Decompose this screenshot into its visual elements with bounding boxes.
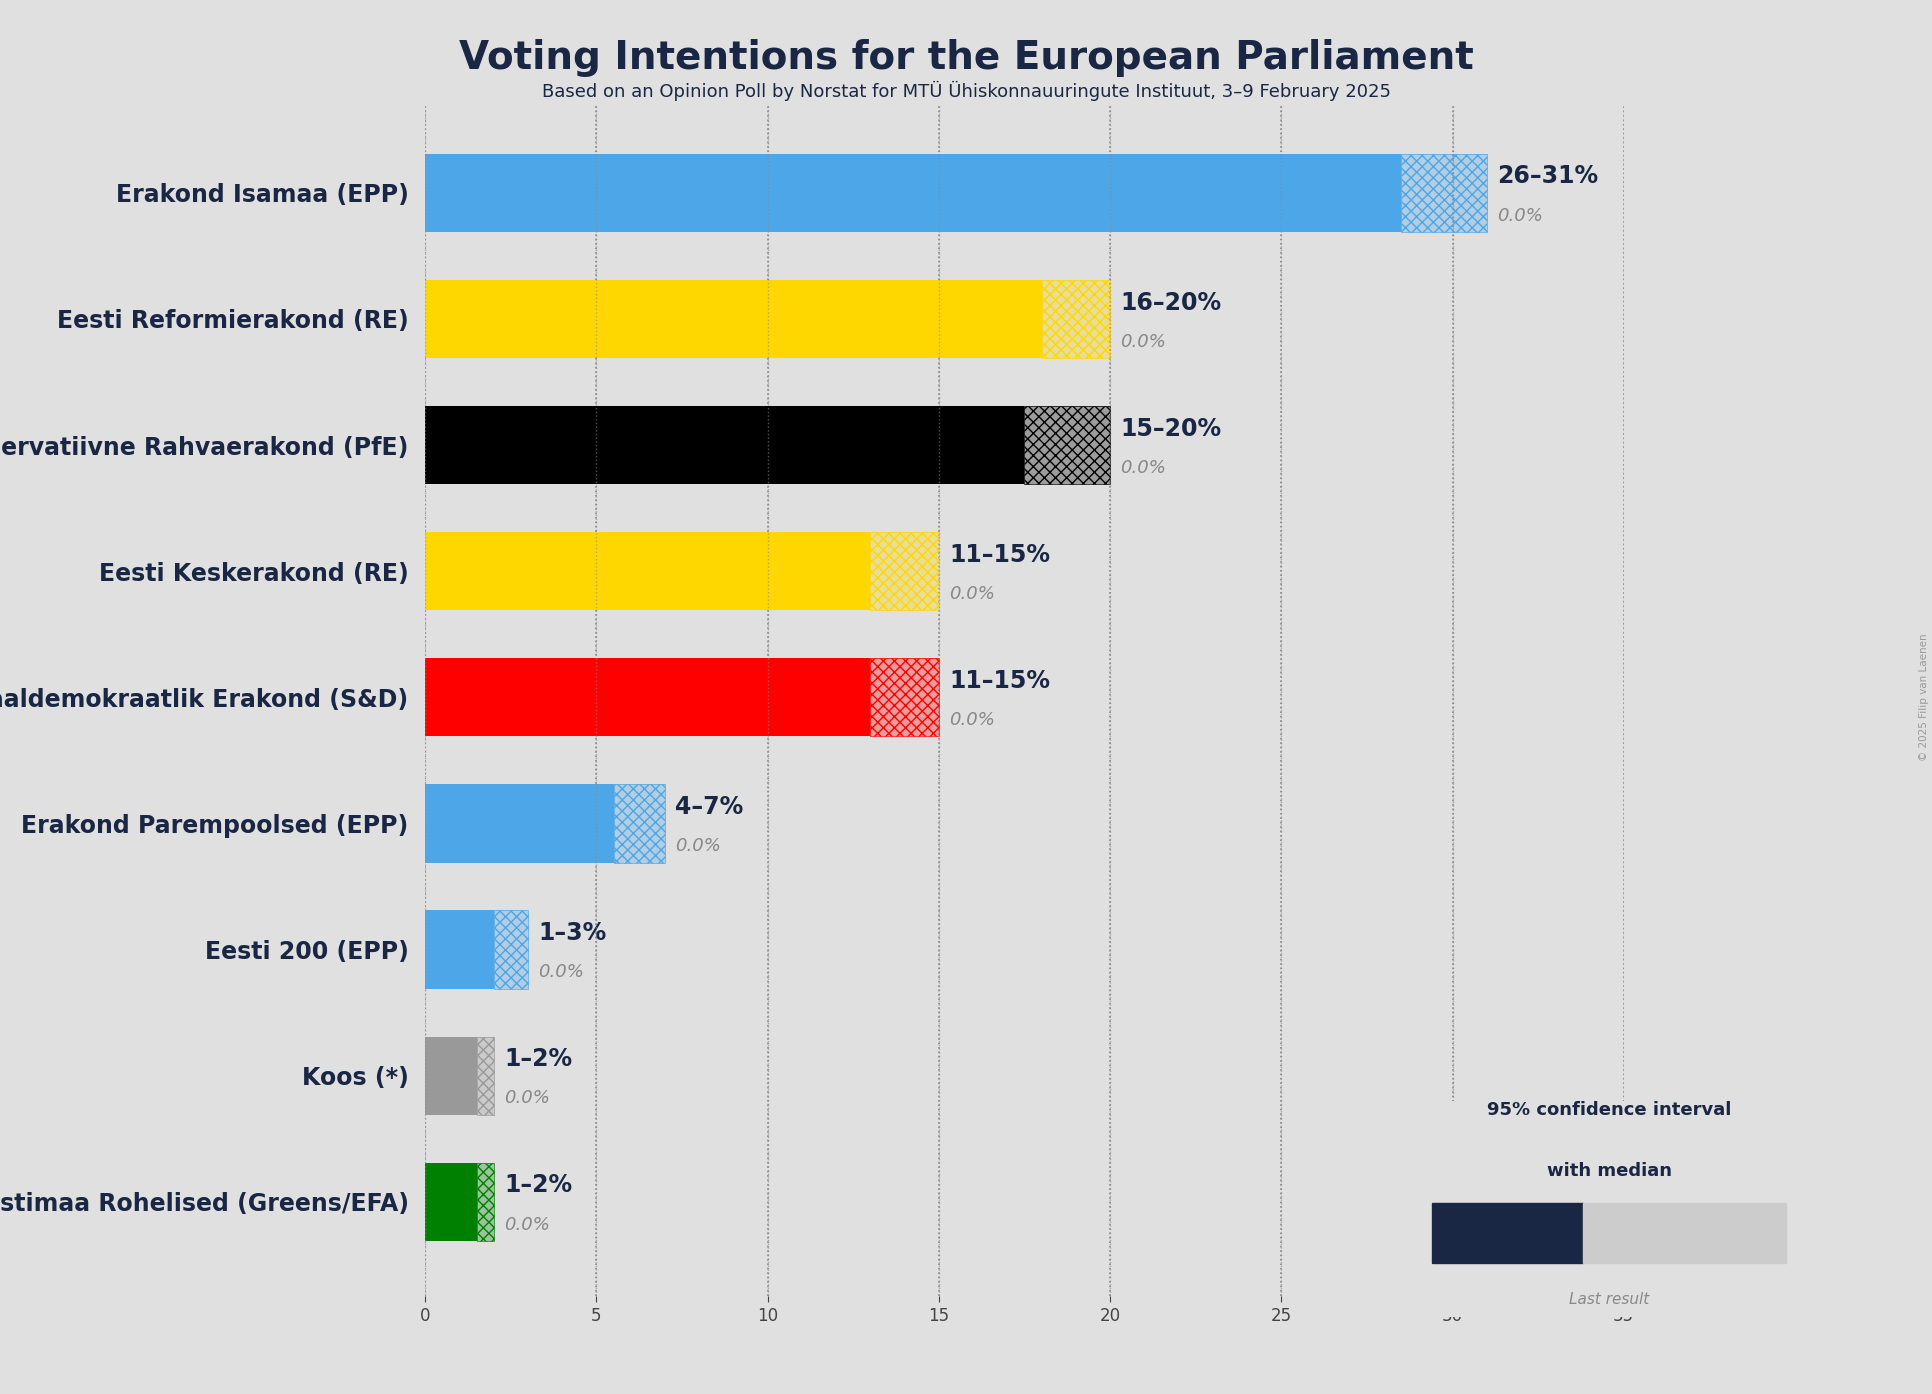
- Text: 0.0%: 0.0%: [537, 963, 583, 981]
- Text: 0.0%: 0.0%: [504, 1089, 549, 1107]
- Text: 0.0%: 0.0%: [674, 838, 721, 855]
- Bar: [869, 533, 939, 611]
- Text: Last result: Last result: [1569, 1291, 1648, 1306]
- Bar: [493, 910, 527, 988]
- Text: 1–3%: 1–3%: [537, 921, 607, 945]
- Text: 0.0%: 0.0%: [949, 711, 995, 729]
- Text: 1–2%: 1–2%: [504, 1047, 572, 1072]
- Text: 26–31%: 26–31%: [1495, 164, 1598, 188]
- Bar: [1041, 280, 1109, 358]
- Bar: [1401, 153, 1486, 231]
- Text: 16–20%: 16–20%: [1121, 290, 1221, 315]
- Text: 0.0%: 0.0%: [1121, 333, 1165, 351]
- Text: 4–7%: 4–7%: [674, 795, 744, 820]
- Text: Based on an Opinion Poll by Norstat for MTÜ Ühiskonnauuringute Instituut, 3–9 Fe: Based on an Opinion Poll by Norstat for …: [541, 81, 1391, 100]
- Bar: [477, 1037, 493, 1115]
- Bar: [425, 1163, 477, 1241]
- Text: 1–2%: 1–2%: [504, 1174, 572, 1197]
- Bar: [1024, 406, 1109, 484]
- Bar: [1024, 406, 1109, 484]
- Bar: [425, 153, 1401, 231]
- Bar: [612, 785, 665, 863]
- Text: 95% confidence interval: 95% confidence interval: [1486, 1101, 1731, 1119]
- Text: 11–15%: 11–15%: [949, 669, 1049, 693]
- Bar: [425, 1037, 477, 1115]
- Bar: [477, 1037, 493, 1115]
- Bar: [493, 910, 527, 988]
- Bar: [1582, 1203, 1785, 1263]
- Text: 11–15%: 11–15%: [949, 542, 1049, 567]
- Text: 0.0%: 0.0%: [1495, 206, 1542, 224]
- Bar: [869, 658, 939, 736]
- Bar: [869, 658, 939, 736]
- Bar: [425, 658, 869, 736]
- Bar: [1401, 153, 1486, 231]
- Bar: [477, 1163, 493, 1241]
- Text: © 2025 Filip van Laenen: © 2025 Filip van Laenen: [1918, 633, 1928, 761]
- Bar: [1432, 1203, 1582, 1263]
- Text: with median: with median: [1546, 1161, 1671, 1179]
- Bar: [425, 406, 1024, 484]
- Bar: [425, 280, 1041, 358]
- Text: 0.0%: 0.0%: [949, 585, 995, 604]
- Bar: [869, 533, 939, 611]
- Bar: [612, 785, 665, 863]
- Text: Voting Intentions for the European Parliament: Voting Intentions for the European Parli…: [460, 39, 1472, 77]
- Bar: [425, 533, 869, 611]
- Bar: [425, 785, 612, 863]
- Bar: [1041, 280, 1109, 358]
- Bar: [477, 1163, 493, 1241]
- Bar: [425, 910, 493, 988]
- Text: 15–20%: 15–20%: [1121, 417, 1221, 441]
- Bar: [1582, 1203, 1785, 1263]
- Text: 0.0%: 0.0%: [504, 1216, 549, 1234]
- Text: 0.0%: 0.0%: [1121, 459, 1165, 477]
